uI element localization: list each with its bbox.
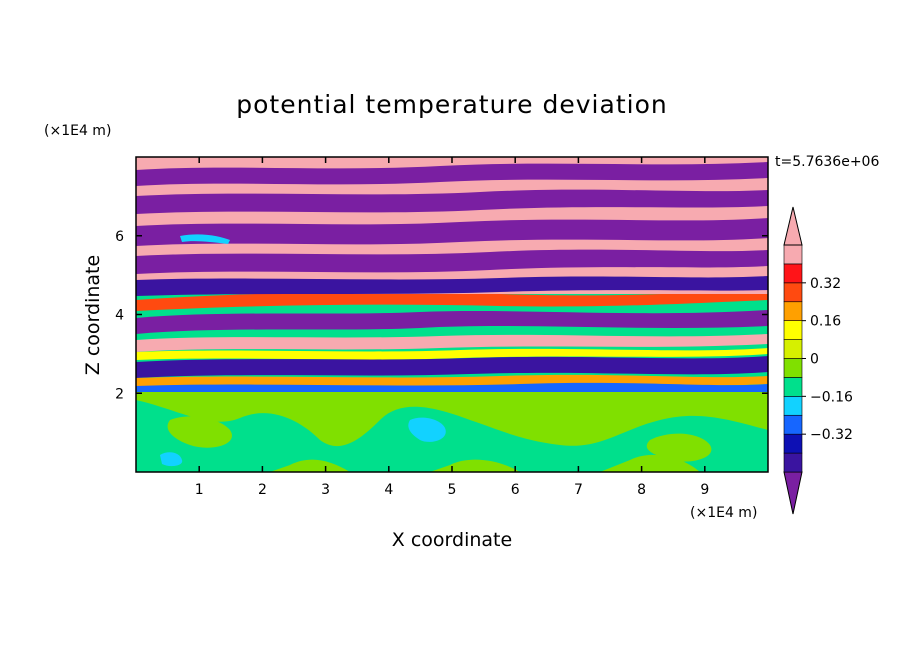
y-tick-label: 2	[115, 386, 124, 402]
x-tick-label: 2	[258, 482, 267, 498]
colorbar: 0.32 0.16 0 −0.16 −0.32	[783, 206, 853, 515]
colorbar-tick-label: 0	[810, 352, 819, 368]
band-mid-orange	[136, 374, 768, 388]
chart-title: potential temperature deviation	[236, 90, 667, 119]
y-axis-label: Z coordinate	[82, 255, 104, 375]
colorbar-segment	[783, 358, 803, 378]
x-axis-label: X coordinate	[392, 529, 512, 551]
colorbar-min-arrow	[783, 471, 803, 515]
colorbar-segment	[783, 320, 803, 340]
x-tick-label: 6	[511, 482, 520, 498]
band-up-purple-3	[136, 218, 768, 246]
x-tick-label: 9	[700, 482, 709, 498]
colorbar-max-arrow	[783, 206, 803, 246]
colorbar-segment	[783, 301, 803, 321]
x-tick-label: 7	[574, 482, 583, 498]
x-axis: 1 2 3 4 5 6 7 8 9	[195, 157, 709, 498]
band-up-cyan-accent	[180, 234, 230, 244]
colorbar-segment	[783, 414, 803, 435]
field-lower-green-patch	[167, 416, 232, 448]
colorbar-segment	[783, 377, 803, 397]
band-up-purple-4	[136, 249, 768, 274]
field-lower-cyan	[408, 417, 446, 442]
colorbar-tick-label: −0.32	[810, 427, 853, 443]
colorbar-segment	[783, 282, 803, 303]
time-label: t=5.7636e+06	[775, 154, 879, 170]
band-mid-pink-1	[136, 334, 768, 352]
band-up-purple-2	[136, 189, 768, 214]
band-up-purple-5	[136, 276, 768, 296]
x-tick-label: 1	[195, 482, 204, 498]
y-tick-label: 6	[115, 229, 124, 245]
x-tick-label: 5	[448, 482, 457, 498]
y-tick-label: 4	[115, 308, 124, 324]
band-mid-red	[136, 290, 768, 311]
x-tick-label: 8	[637, 482, 646, 498]
band-mid-yellow	[136, 348, 768, 360]
y-unit-label: (×1E4 m)	[44, 123, 111, 139]
colorbar-segment	[783, 452, 803, 473]
colorbar-tick-label: 0.32	[810, 276, 841, 292]
x-unit-label: (×1E4 m)	[690, 505, 757, 521]
colorbar-tick-label: −0.16	[810, 389, 853, 405]
contour-field	[136, 157, 768, 472]
band-up-purple-1	[136, 162, 768, 186]
field-lower-teal	[136, 400, 768, 472]
band-mid-purple-2	[136, 356, 768, 378]
colorbar-segment	[783, 244, 803, 265]
x-tick-label: 4	[384, 482, 393, 498]
x-tick-label: 3	[321, 482, 330, 498]
colorbar-segment	[783, 263, 803, 284]
field-lower-cyan-2	[160, 452, 183, 467]
colorbar-segment	[783, 396, 803, 416]
colorbar-tick-label: 0.16	[810, 314, 841, 330]
colorbar-segment	[783, 339, 803, 359]
colorbar-segment	[783, 433, 803, 454]
band-mid-blue	[136, 382, 768, 392]
y-axis: 2 4 6	[115, 229, 768, 402]
field-lower-green-patch-2	[646, 433, 712, 462]
band-mid-purple-1	[136, 310, 768, 334]
